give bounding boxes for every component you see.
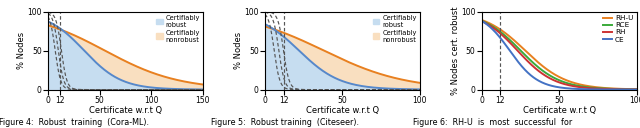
RCE: [478, 20, 486, 22]
CE: [568, 88, 575, 89]
RH-U: [633, 88, 640, 90]
RH-U: [488, 23, 495, 25]
Legend: RH-U, RCE, RH, CE: RH-U, RCE, RH, CE: [604, 15, 633, 43]
CE: [596, 89, 604, 90]
RH: [611, 88, 619, 90]
RCE: [611, 88, 619, 90]
CE: [633, 89, 640, 90]
RH: [488, 26, 495, 27]
Y-axis label: % Nodes cert. robust: % Nodes cert. robust: [451, 6, 460, 95]
RCE: [568, 84, 575, 85]
Legend: Certifiably
robust, Certifiably
nonrobust: Certifiably robust, Certifiably nonrobus…: [373, 15, 417, 42]
X-axis label: Certificate w.r.t Q: Certificate w.r.t Q: [89, 106, 162, 115]
X-axis label: Certificate w.r.t Q: Certificate w.r.t Q: [306, 106, 379, 115]
RH: [568, 85, 575, 87]
CE: [577, 88, 584, 90]
RH-U: [478, 19, 486, 21]
RCE: [577, 86, 584, 87]
Y-axis label: % Nodes: % Nodes: [17, 32, 26, 69]
RH: [633, 89, 640, 90]
Legend: Certifiably
robust, Certifiably
nonrobust: Certifiably robust, Certifiably nonrobus…: [156, 15, 200, 42]
CE: [572, 88, 580, 90]
Line: RH-U: RH-U: [482, 20, 637, 89]
RH-U: [596, 87, 604, 88]
RH-U: [572, 83, 580, 84]
RH: [596, 88, 604, 89]
RH-U: [568, 81, 575, 83]
RCE: [633, 89, 640, 90]
Text: Figure 6:  RH-U  is  most  successful  for: Figure 6: RH-U is most successful for: [413, 118, 572, 127]
Line: RH: RH: [482, 21, 637, 89]
RH-U: [611, 88, 619, 89]
CE: [488, 27, 495, 29]
RCE: [596, 88, 604, 89]
CE: [478, 20, 486, 22]
Line: CE: CE: [482, 21, 637, 90]
Text: Figure 4:  Robust  training  (Cora-ML).: Figure 4: Robust training (Cora-ML).: [0, 118, 148, 127]
X-axis label: Certificate w.r.t Q: Certificate w.r.t Q: [523, 106, 596, 115]
RH: [572, 86, 580, 87]
RH: [577, 86, 584, 88]
CE: [611, 89, 619, 90]
Y-axis label: % Nodes: % Nodes: [234, 32, 243, 69]
RH-U: [577, 84, 584, 85]
RCE: [488, 25, 495, 26]
RH: [478, 20, 486, 22]
Text: Figure 5:  Robust training  (Citeseer).: Figure 5: Robust training (Citeseer).: [211, 118, 359, 127]
RCE: [572, 85, 580, 86]
Line: RCE: RCE: [482, 21, 637, 89]
